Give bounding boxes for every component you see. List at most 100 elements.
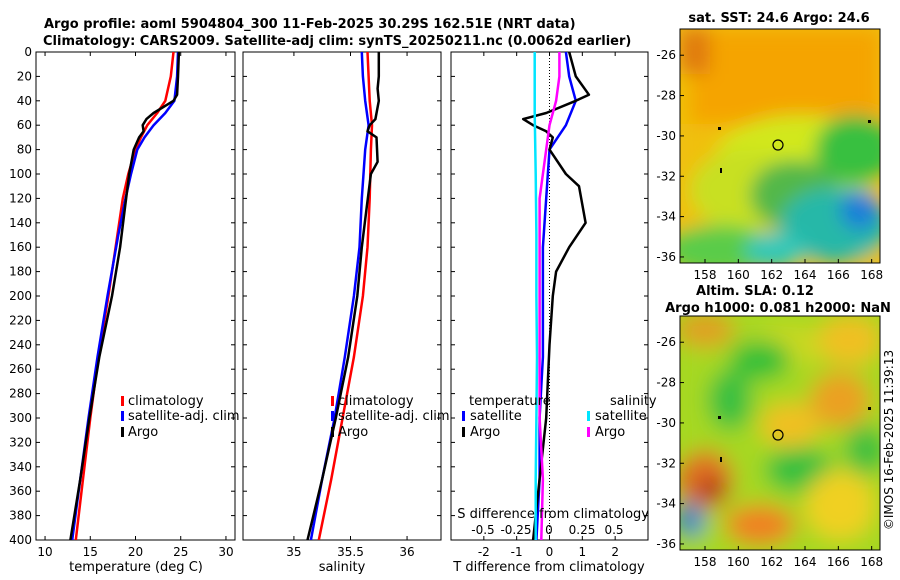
depth-tick-label: 400 bbox=[9, 533, 32, 547]
series-salinity-satellite bbox=[533, 52, 539, 540]
depth-tick-label: 180 bbox=[9, 265, 32, 279]
legend-swatch-satellite-adj bbox=[331, 411, 334, 421]
title-line2: Climatology: CARS2009. Satellite-adj cli… bbox=[43, 34, 631, 49]
temperature-legend: climatology satellite-adj. clim Argo bbox=[121, 394, 240, 440]
argo-location-marker bbox=[772, 139, 784, 151]
legend-swatch-t-satellite bbox=[462, 411, 465, 421]
temperature-x-ticks: 10 15 20 25 30 bbox=[37, 52, 234, 559]
lat-tick-label: -32 bbox=[656, 169, 676, 183]
legend-swatch-s-argo bbox=[587, 427, 590, 437]
lat-tick-label: -30 bbox=[656, 129, 676, 143]
depth-tick-label: 200 bbox=[9, 289, 32, 303]
s-difference-ticks: -0.5 -0.25 0 0.25 0.5 bbox=[471, 523, 623, 537]
sla-field bbox=[680, 316, 880, 550]
legend-label-t-satellite: satellite bbox=[470, 409, 522, 424]
sla-map-ticks: 158 160 162 164 166 168 -26 -28 -30 -32 -34 -36 bbox=[656, 335, 883, 569]
lon-tick-label: 160 bbox=[727, 555, 750, 569]
depth-tick-label: 220 bbox=[9, 313, 32, 327]
x-tick-label: 15 bbox=[83, 545, 98, 559]
depth-tick-label: 360 bbox=[9, 484, 32, 498]
x-tick-label: 10 bbox=[37, 545, 52, 559]
lon-tick-label: 164 bbox=[794, 555, 817, 569]
imos-credit: ©IMOS 16-Feb-2025 11:39:13 bbox=[882, 350, 896, 530]
x-tick-label: 36 bbox=[399, 545, 414, 559]
series-argo bbox=[306, 52, 381, 540]
depth-tick-label: 0 bbox=[24, 45, 32, 59]
legend-header-temperature: temperature bbox=[469, 394, 551, 409]
legend-swatch-t-argo bbox=[462, 427, 465, 437]
s-tick-label: 0.5 bbox=[604, 523, 623, 537]
lon-tick-label: 162 bbox=[760, 268, 783, 282]
sst-map-title: sat. SST: 24.6 Argo: 24.6 bbox=[688, 11, 869, 26]
depth-tick-label: 80 bbox=[17, 143, 32, 157]
depth-tick-labels: 0 20 40 60 80 100 120 140 160 180 200 220 240 260 280 3… bbox=[9, 45, 235, 547]
depth-tick-label: 60 bbox=[17, 118, 32, 132]
s-tick-label: 0.25 bbox=[569, 523, 596, 537]
lat-tick-label: -36 bbox=[656, 250, 676, 264]
salinity-panel: 35 35.5 36 salinity climatology satellite-… bbox=[242, 51, 450, 575]
depth-tick-label: 300 bbox=[9, 411, 32, 425]
depth-tick-label: 100 bbox=[9, 167, 32, 181]
legend-label-argo: Argo bbox=[128, 425, 158, 440]
x-tick-label: 35 bbox=[286, 545, 301, 559]
difference-y-ticks bbox=[451, 51, 648, 541]
depth-tick-label: 340 bbox=[9, 460, 32, 474]
legend-label-argo: Argo bbox=[338, 425, 368, 440]
depth-tick-label: 120 bbox=[9, 191, 32, 205]
difference-panel: -2 -1 0 1 2 T difference from climatology S … bbox=[450, 51, 657, 575]
legend-swatch-climatology bbox=[121, 396, 124, 406]
legend-label-t-argo: Argo bbox=[470, 425, 500, 440]
sst-map: sat. SST: 24.6 Argo: 24.6 158 160 1 bbox=[656, 11, 883, 282]
lon-tick-label: 166 bbox=[827, 555, 850, 569]
x-tick-label: 25 bbox=[173, 545, 188, 559]
legend-label-s-satellite: satellite bbox=[595, 409, 647, 424]
lon-tick-label: 164 bbox=[794, 268, 817, 282]
legend-label-climatology: climatology bbox=[338, 394, 414, 409]
temperature-xlabel: temperature (deg C) bbox=[69, 560, 203, 575]
salinity-legend: climatology satellite-adj. clim Argo bbox=[331, 394, 450, 440]
legend-swatch-argo bbox=[121, 427, 124, 437]
depth-tick-label: 380 bbox=[9, 509, 32, 523]
legend-swatch-s-satellite bbox=[587, 411, 590, 421]
s-tick-label: -0.5 bbox=[471, 523, 494, 537]
lat-tick-label: -26 bbox=[656, 335, 676, 349]
series-argo bbox=[69, 52, 181, 540]
legend-swatch-argo bbox=[331, 427, 334, 437]
depth-tick-label: 320 bbox=[9, 435, 32, 449]
argo-location-marker bbox=[772, 429, 784, 441]
lat-tick-label: -32 bbox=[656, 456, 676, 470]
legend-label-s-argo: Argo bbox=[595, 425, 625, 440]
sla-map: Altim. SLA: 0.12 Argo h1000: 0.081 h2000… bbox=[656, 284, 890, 569]
difference-x-ticks: -2 -1 0 1 2 bbox=[478, 52, 619, 559]
x-tick-label: 2 bbox=[611, 545, 619, 559]
difference-xlabel: T difference from climatology bbox=[452, 560, 645, 575]
lat-tick-label: -36 bbox=[656, 537, 676, 551]
temperature-panel: 0 20 40 60 80 100 120 140 160 180 200 220 240 260 280 3… bbox=[9, 45, 240, 575]
temperature-series bbox=[69, 52, 181, 540]
series-climatology bbox=[317, 52, 374, 540]
lon-tick-label: 162 bbox=[760, 555, 783, 569]
legend-header-salinity: salinity bbox=[610, 394, 657, 409]
lon-tick-label: 168 bbox=[860, 268, 883, 282]
salinity-xlabel: salinity bbox=[319, 560, 366, 575]
depth-tick-label: 40 bbox=[17, 94, 32, 108]
lon-tick-label: 168 bbox=[860, 555, 883, 569]
lat-tick-label: -28 bbox=[656, 376, 676, 390]
depth-tick-label: 260 bbox=[9, 362, 32, 376]
s-difference-label: S difference from climatology bbox=[457, 507, 649, 522]
lon-tick-label: 160 bbox=[727, 268, 750, 282]
lat-tick-label: -26 bbox=[656, 48, 676, 62]
x-tick-label: 20 bbox=[128, 545, 143, 559]
salinity-axes-box bbox=[242, 51, 442, 541]
salinity-x-ticks: 35 35.5 36 bbox=[286, 52, 415, 559]
series-temperature-argo bbox=[521, 52, 591, 540]
lat-tick-label: -30 bbox=[656, 416, 676, 430]
x-tick-label: -2 bbox=[478, 545, 490, 559]
s-tick-label: 0 bbox=[545, 523, 553, 537]
sst-field bbox=[680, 29, 880, 263]
legend-label-climatology: climatology bbox=[128, 394, 204, 409]
lon-tick-label: 166 bbox=[827, 268, 850, 282]
temperature-axes-box bbox=[35, 51, 236, 541]
depth-tick-label: 20 bbox=[17, 69, 32, 83]
